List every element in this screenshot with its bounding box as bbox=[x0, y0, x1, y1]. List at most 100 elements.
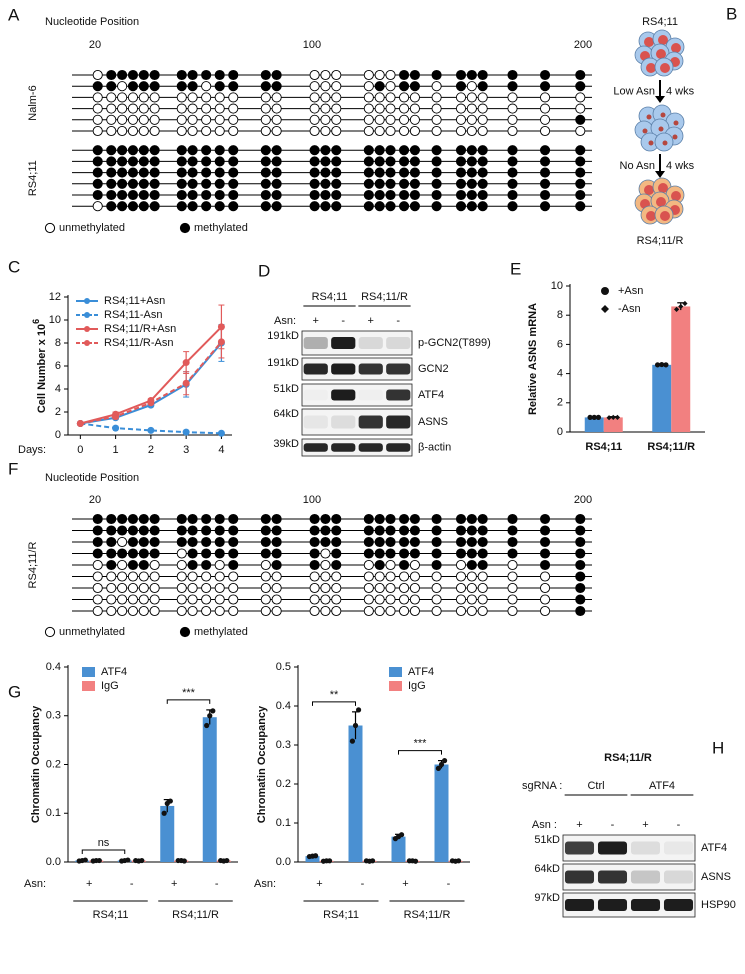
cpg-site bbox=[228, 81, 239, 92]
cpg-site bbox=[117, 513, 128, 525]
cpg-site bbox=[127, 571, 139, 582]
replicate-point bbox=[207, 713, 213, 719]
cpg-site bbox=[399, 103, 410, 114]
cpg-site bbox=[106, 114, 117, 125]
cpg-site bbox=[363, 114, 374, 125]
cpg-site bbox=[575, 536, 586, 548]
cpg-site bbox=[409, 548, 420, 559]
cpg-site bbox=[127, 548, 139, 559]
replicate-point bbox=[312, 853, 319, 859]
significance-bracket bbox=[312, 701, 356, 706]
cpg-site bbox=[575, 594, 586, 605]
cpg-site bbox=[385, 559, 396, 571]
replicate-point bbox=[369, 858, 376, 864]
cpg-site bbox=[309, 201, 320, 212]
cpg-site bbox=[309, 103, 320, 114]
replicate-point bbox=[441, 758, 448, 764]
replicate-point bbox=[82, 857, 88, 863]
cell-nucleus bbox=[672, 134, 678, 140]
cpg-site bbox=[214, 582, 225, 594]
cell-nucleus bbox=[658, 126, 664, 132]
cpg-site bbox=[228, 178, 239, 189]
cpg-site bbox=[106, 571, 117, 582]
replicate-point bbox=[595, 414, 602, 420]
cpg-site bbox=[127, 536, 139, 548]
cpg-site bbox=[363, 525, 374, 536]
cpg-site bbox=[385, 103, 396, 114]
cpg-site bbox=[260, 513, 271, 525]
cpg-site bbox=[374, 201, 385, 212]
mw-label: 64kD bbox=[534, 863, 560, 875]
y-tick-label: 2 bbox=[557, 397, 563, 409]
cpg-site bbox=[320, 145, 331, 156]
cpg-site bbox=[271, 81, 282, 92]
cpg-site bbox=[201, 201, 212, 212]
cpg-site bbox=[455, 548, 467, 559]
cpg-site bbox=[176, 594, 187, 605]
significance-bracket bbox=[81, 849, 126, 855]
cpg-site bbox=[309, 525, 320, 536]
cpg-site bbox=[431, 125, 442, 137]
cpg-site bbox=[127, 201, 139, 212]
cpg-site bbox=[214, 189, 225, 201]
cpg-site bbox=[507, 92, 518, 103]
cpg-site bbox=[399, 92, 410, 103]
cpg-site bbox=[138, 513, 149, 525]
y-tick-label: 0.4 bbox=[276, 700, 291, 712]
cpg-site bbox=[477, 594, 488, 605]
cpg-site bbox=[477, 548, 488, 559]
legend-label: RS4;11+Asn bbox=[104, 295, 165, 307]
cpg-site bbox=[374, 156, 385, 167]
band bbox=[630, 841, 661, 855]
x-axis-title: Asn: bbox=[254, 878, 276, 890]
data-point bbox=[182, 359, 190, 367]
cpg-site bbox=[271, 69, 282, 81]
cell-nucleus bbox=[656, 49, 666, 59]
cpg-site bbox=[385, 156, 396, 167]
cpg-site bbox=[201, 536, 212, 548]
cpg-site bbox=[320, 536, 331, 548]
asn-sign: - bbox=[396, 315, 400, 327]
y-tick-label: 10 bbox=[551, 280, 563, 292]
legend-marker bbox=[179, 626, 191, 638]
cpg-site bbox=[149, 167, 160, 178]
cpg-site bbox=[455, 103, 467, 114]
y-tick-label: 0.5 bbox=[276, 661, 291, 673]
cpg-site bbox=[363, 156, 374, 167]
legend-label: ATF4 bbox=[408, 666, 434, 678]
cpg-site bbox=[539, 201, 551, 212]
protein-label: ASNS bbox=[418, 416, 448, 428]
cpg-site bbox=[309, 582, 320, 594]
cpg-site bbox=[271, 548, 282, 559]
cpg-site bbox=[374, 189, 385, 201]
significance-label: ** bbox=[330, 689, 339, 701]
cpg-site bbox=[409, 103, 420, 114]
cpg-site bbox=[431, 69, 442, 81]
significance-bracket bbox=[398, 750, 442, 755]
cpg-site bbox=[201, 571, 212, 582]
cpg-site bbox=[539, 189, 551, 201]
protein-label: ATF4 bbox=[701, 842, 727, 854]
cpg-site bbox=[106, 201, 117, 212]
cpg-site bbox=[187, 114, 198, 125]
x-tick-label: + bbox=[316, 878, 322, 890]
cpg-site bbox=[477, 114, 488, 125]
cpg-site bbox=[363, 201, 374, 212]
cpg-site bbox=[176, 103, 187, 114]
legend-marker bbox=[84, 298, 90, 304]
cpg-site bbox=[271, 594, 282, 605]
cpg-site bbox=[92, 167, 103, 178]
data-point bbox=[182, 379, 190, 387]
bar bbox=[202, 717, 217, 862]
cpg-site bbox=[399, 125, 410, 137]
cpg-site bbox=[228, 525, 239, 536]
cell-nucleus bbox=[642, 128, 648, 134]
cpg-site bbox=[575, 582, 586, 594]
cpg-site bbox=[117, 178, 128, 189]
cpg-site bbox=[117, 605, 128, 617]
cpg-site bbox=[117, 125, 128, 137]
cpg-site bbox=[214, 513, 225, 525]
cpg-site bbox=[455, 525, 467, 536]
replicate-point bbox=[659, 361, 665, 368]
cpg-site bbox=[127, 582, 139, 594]
